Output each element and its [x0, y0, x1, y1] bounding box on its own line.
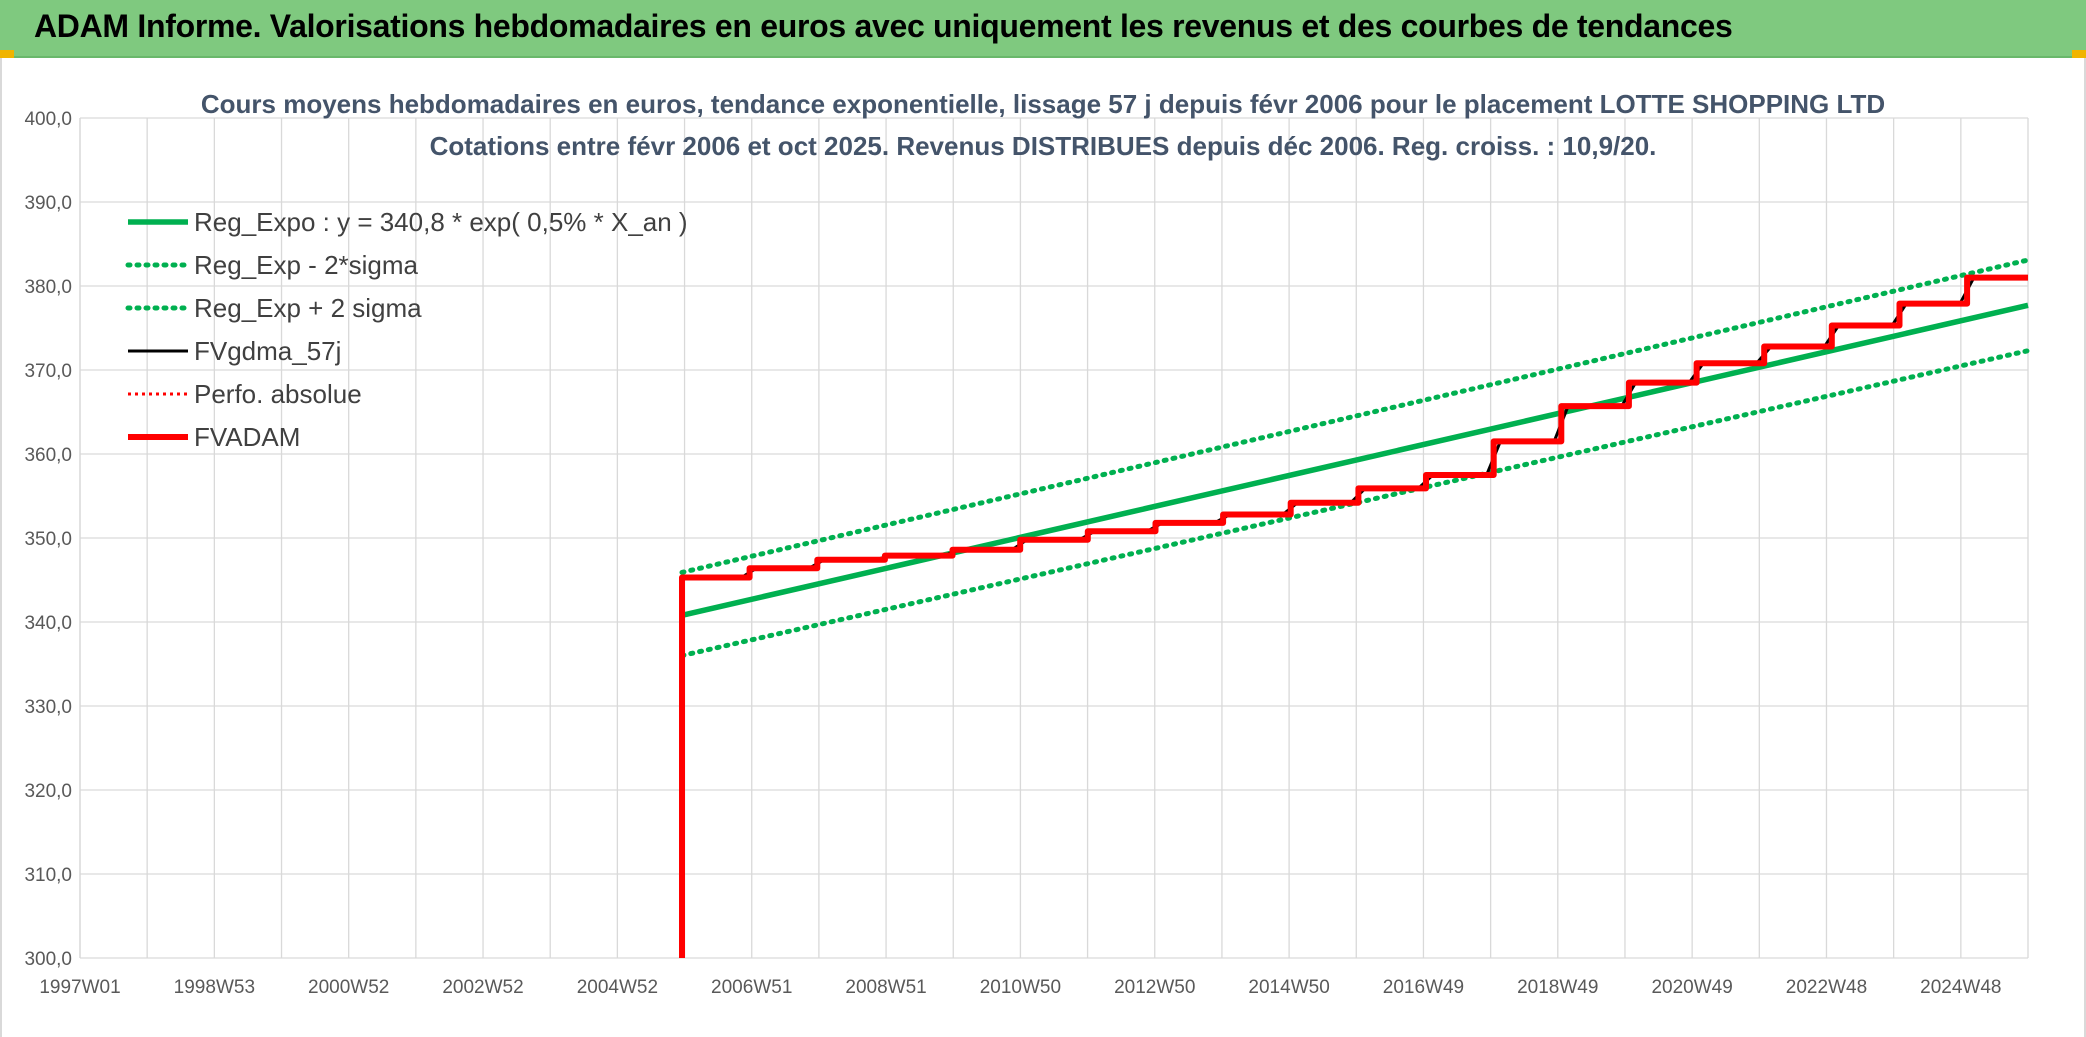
- y-tick-label: 320,0: [24, 781, 72, 802]
- legend-label-2: Reg_Exp + 2 sigma: [194, 293, 422, 323]
- series-line-2: [679, 257, 2031, 575]
- y-tick-label: 350,0: [24, 529, 72, 550]
- y-tick-label: 310,0: [24, 865, 72, 886]
- chart-legend: Reg_Expo : y = 340,8 * exp( 0,5% * X_an …: [125, 207, 688, 452]
- y-tick-label: 370,0: [24, 361, 72, 382]
- corner-mark-left: [0, 50, 14, 58]
- x-tick-label: 2008W51: [845, 977, 926, 998]
- x-tick-label: 1997W01: [39, 977, 120, 998]
- legend-label-0: Reg_Expo : y = 340,8 * exp( 0,5% * X_an …: [194, 207, 688, 237]
- x-tick-label: 2024W48: [1920, 977, 2001, 998]
- page-title: ADAM Informe. Valorisations hebdomadaire…: [34, 8, 1733, 44]
- y-tick-label: 380,0: [24, 277, 72, 298]
- y-tick-label: 360,0: [24, 445, 72, 466]
- x-tick-label: 2006W51: [711, 977, 792, 998]
- y-tick-label: 300,0: [24, 949, 72, 970]
- x-tick-label: 1998W53: [174, 977, 255, 998]
- x-tick-label: 2022W48: [1786, 977, 1867, 998]
- series-line-1: [679, 348, 2031, 659]
- x-tick-label: 2004W52: [577, 977, 658, 998]
- legend-label-1: Reg_Exp - 2*sigma: [194, 250, 419, 280]
- x-tick-label: 2018W49: [1517, 977, 1598, 998]
- corner-mark-right: [2072, 50, 2086, 58]
- y-tick-label: 390,0: [24, 193, 72, 214]
- chart-frame: [0, 58, 2086, 1037]
- legend-label-4: Perfo. absolue: [194, 379, 362, 409]
- x-tick-label: 2014W50: [1248, 977, 1329, 998]
- y-tick-label: 340,0: [24, 613, 72, 634]
- series-line-5: [679, 274, 2028, 958]
- legend-label-5: FVADAM: [194, 422, 300, 452]
- chart-series: [679, 257, 2031, 958]
- x-tick-label: 2002W52: [442, 977, 523, 998]
- y-tick-label: 400,0: [24, 109, 72, 130]
- chart-subtitle: Cotations entre févr 2006 et oct 2025. R…: [430, 131, 1657, 161]
- x-tick-label: 2012W50: [1114, 977, 1195, 998]
- x-tick-label: 2010W50: [980, 977, 1061, 998]
- x-tick-label: 2016W49: [1383, 977, 1464, 998]
- chart-title: Cours moyens hebdomadaires en euros, ten…: [201, 89, 1885, 119]
- header-banner: ADAM Informe. Valorisations hebdomadaire…: [0, 0, 2086, 58]
- series-line-0: [681, 302, 2029, 618]
- chart-axes: 400,0 390,0 380,0 370,0 360,0 350,0 340,0 330,0…: [24, 109, 2001, 998]
- y-tick-label: 330,0: [24, 697, 72, 718]
- x-tick-label: 2020W49: [1651, 977, 1732, 998]
- chart-grid: [79, 117, 2029, 959]
- x-tick-label: 2000W52: [308, 977, 389, 998]
- legend-label-3: FVgdma_57j: [194, 336, 341, 366]
